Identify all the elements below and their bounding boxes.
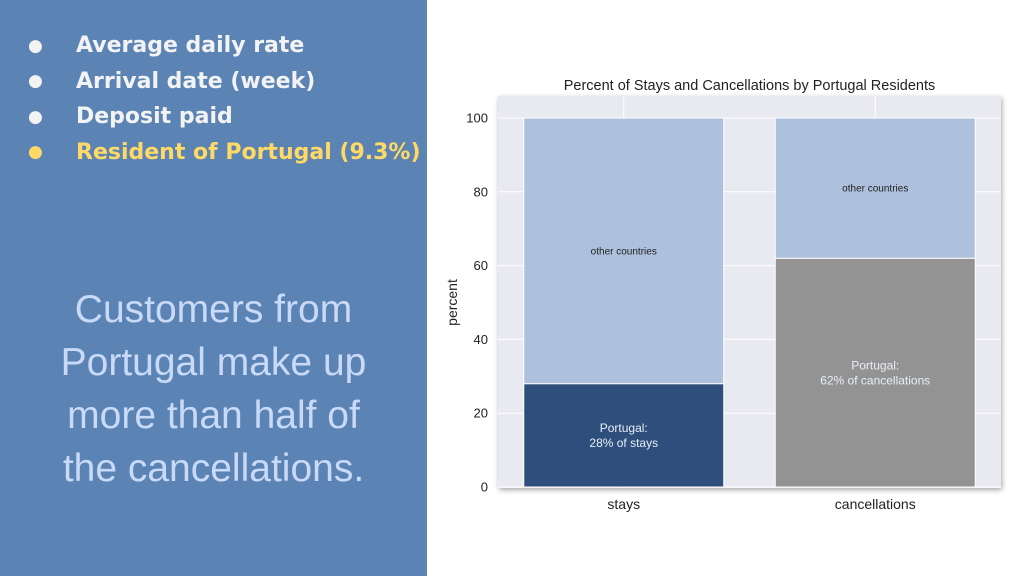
bullet-dot-icon: ● [28, 35, 43, 56]
bar-data-label: other countries [842, 184, 908, 195]
bullet-text: Resident of Portugal (9.3%) [76, 139, 421, 165]
y-tick-label: 20 [474, 406, 488, 421]
bar-data-label: Portugal: [600, 421, 648, 435]
bullet-item: ● Average daily rate [28, 28, 421, 64]
bullet-dot-icon: ● [28, 71, 43, 92]
x-tick-label: stays [607, 496, 640, 512]
y-tick-label: 40 [474, 332, 488, 347]
bar-segment [523, 117, 725, 385]
stacked-bar-chart: Percent of Stays and Cancellations by Po… [444, 78, 1001, 512]
x-tick-label: cancellations [835, 496, 916, 512]
y-axis-label: percent [444, 279, 460, 326]
bullet-text: Deposit paid [76, 104, 233, 130]
slide-left-panel: ● Average daily rate ● Arrival date (week) ●… [0, 0, 427, 576]
tagline-line: Customers from [74, 288, 353, 331]
tagline-line: Portugal make up [60, 341, 367, 384]
y-tick-label: 0 [481, 480, 488, 495]
bar-data-label: Portugal: [851, 358, 899, 372]
bullet-text: Arrival date (week) [76, 68, 316, 94]
bullet-dot-icon: ● [28, 106, 43, 127]
y-tick-label: 60 [474, 258, 488, 273]
tagline-line: the cancellations. [62, 447, 365, 490]
bar-data-label: other countries [591, 246, 657, 257]
bullet-item: ● Resident of Portugal (9.3%) [28, 135, 421, 171]
y-tick-label: 80 [474, 184, 488, 199]
bullet-item: ● Arrival date (week) [28, 64, 421, 100]
bar-data-label: 28% of stays [589, 436, 658, 450]
chart-title: Percent of Stays and Cancellations by Po… [564, 78, 936, 94]
bullet-list: ● Average daily rate ● Arrival date (week) ●… [28, 28, 421, 170]
bar-segment [774, 117, 976, 259]
y-tick-label: 100 [466, 111, 488, 126]
tagline-line: more than half of [67, 394, 360, 437]
bullet-dot-icon: ● [28, 142, 43, 163]
slide-tagline: Customers from Portugal make up more than … [0, 283, 427, 495]
bar-segment [774, 257, 976, 488]
bullet-text: Average daily rate [76, 33, 305, 59]
bar-data-label: 62% of cancellations [820, 373, 930, 387]
bullet-item: ● Deposit paid [28, 99, 421, 135]
